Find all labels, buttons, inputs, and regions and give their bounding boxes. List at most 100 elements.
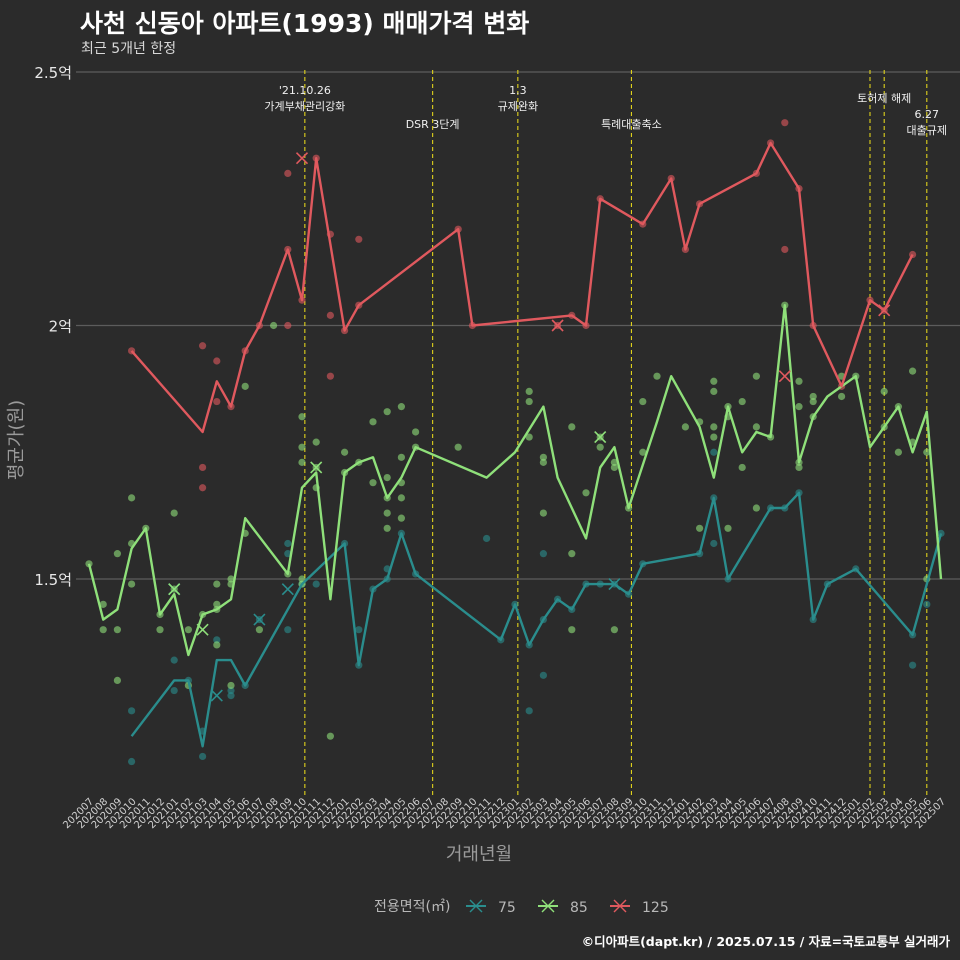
data-point-85 <box>397 494 405 502</box>
legend-label-125: 125 <box>642 900 669 916</box>
data-point-85 <box>369 418 377 426</box>
data-point-85 <box>923 448 931 456</box>
legend-label-85: 85 <box>570 900 588 916</box>
data-point-85 <box>213 641 221 649</box>
y-axis-ticks: 1.5억 2억 2.5억 <box>34 64 72 589</box>
data-point-75 <box>710 539 718 548</box>
data-point-85 <box>795 377 803 385</box>
data-point-85 <box>795 403 803 411</box>
cancelled-markers <box>168 152 891 702</box>
legend-swatch-85 <box>541 899 555 913</box>
event-label: 대출규제 <box>907 124 947 137</box>
x-axis-ticks: 2020072020082020092020102020112020122021… <box>61 796 948 831</box>
data-point-85 <box>681 423 690 431</box>
data-point-85 <box>298 443 306 451</box>
data-point-75 <box>128 707 136 715</box>
data-point-125 <box>213 357 221 365</box>
y-tick-label: 2억 <box>49 318 72 336</box>
data-point-85 <box>383 474 391 482</box>
data-point-85 <box>326 732 334 740</box>
event-lines <box>304 70 928 795</box>
data-point-85 <box>99 626 107 634</box>
data-point-85 <box>752 372 761 380</box>
series-lines <box>87 141 943 748</box>
data-point-85 <box>525 387 533 396</box>
data-point-125 <box>781 119 789 127</box>
data-point-75 <box>284 539 292 548</box>
data-point-75 <box>710 448 718 456</box>
data-point-75 <box>355 626 363 634</box>
data-point-85 <box>397 514 405 522</box>
data-point-85 <box>610 626 619 634</box>
data-point-85 <box>596 443 604 451</box>
data-point-85 <box>710 423 718 431</box>
data-point-85 <box>752 504 761 512</box>
data-point-125 <box>326 311 334 319</box>
data-point-125 <box>213 397 221 406</box>
data-point-85 <box>128 580 136 588</box>
data-point-85 <box>724 524 732 532</box>
chart-subtitle: 최근 5개년 한정 <box>81 41 177 57</box>
cancelled-marker-85 <box>594 430 607 444</box>
data-point-85 <box>539 509 548 517</box>
data-point-75 <box>227 692 235 700</box>
series-line-75 <box>130 491 943 748</box>
data-point-85 <box>397 403 405 411</box>
data-point-85 <box>738 463 746 472</box>
data-point-75 <box>937 529 945 537</box>
series-line-125 <box>130 141 914 434</box>
data-point-75 <box>284 550 292 558</box>
cancelled-marker-75 <box>281 583 294 596</box>
cancelled-marker-125 <box>551 319 564 332</box>
data-point-125 <box>326 372 334 380</box>
data-point-85 <box>170 509 178 517</box>
data-point-75 <box>170 656 178 664</box>
data-point-85 <box>270 321 278 330</box>
data-point-85 <box>568 626 576 634</box>
data-point-85 <box>710 387 718 396</box>
data-point-75 <box>312 580 320 588</box>
legend: 전용면적(㎡) 75 85 125 <box>374 899 669 916</box>
cancelled-marker-125 <box>295 152 309 165</box>
data-point-85 <box>696 524 704 532</box>
cancelled-marker-75 <box>253 613 266 626</box>
cancelled-marker-75 <box>608 578 621 591</box>
data-point-85 <box>184 626 192 634</box>
data-point-85 <box>909 367 917 375</box>
legend-swatch-125 <box>613 899 627 913</box>
cancelled-marker-85 <box>196 623 209 636</box>
data-point-85 <box>894 448 903 456</box>
data-point-85 <box>610 458 619 466</box>
event-label: DSR 3단계 <box>406 118 460 131</box>
data-point-85 <box>582 489 590 497</box>
legend-title: 전용면적(㎡) <box>374 899 450 915</box>
x-axis-label: 거래년월 <box>446 844 512 865</box>
event-date: 6.27 <box>915 108 940 121</box>
data-point-85 <box>113 676 121 685</box>
data-point-85 <box>128 494 136 502</box>
data-point-85 <box>809 397 817 406</box>
cancelled-marker-125 <box>778 370 791 383</box>
data-point-75 <box>213 636 221 644</box>
data-point-85 <box>880 387 888 396</box>
data-point-85 <box>454 443 462 451</box>
data-point-85 <box>255 626 263 634</box>
data-point-85 <box>113 550 121 558</box>
data-point-125 <box>284 169 292 177</box>
data-point-75 <box>923 600 931 608</box>
y-axis-label: 평균가(원) <box>6 400 27 480</box>
data-point-85 <box>838 392 846 401</box>
cancelled-marker-125 <box>878 304 891 317</box>
data-point-125 <box>199 484 207 492</box>
cancelled-marker-75 <box>210 689 223 702</box>
data-point-85 <box>369 479 377 487</box>
data-point-85 <box>227 575 235 583</box>
data-point-85 <box>383 408 391 416</box>
data-point-85 <box>710 377 718 385</box>
data-point-85 <box>227 681 235 690</box>
data-point-85 <box>710 433 718 441</box>
data-point-85 <box>397 453 405 461</box>
event-label: 토허제 해제 <box>857 91 911 105</box>
